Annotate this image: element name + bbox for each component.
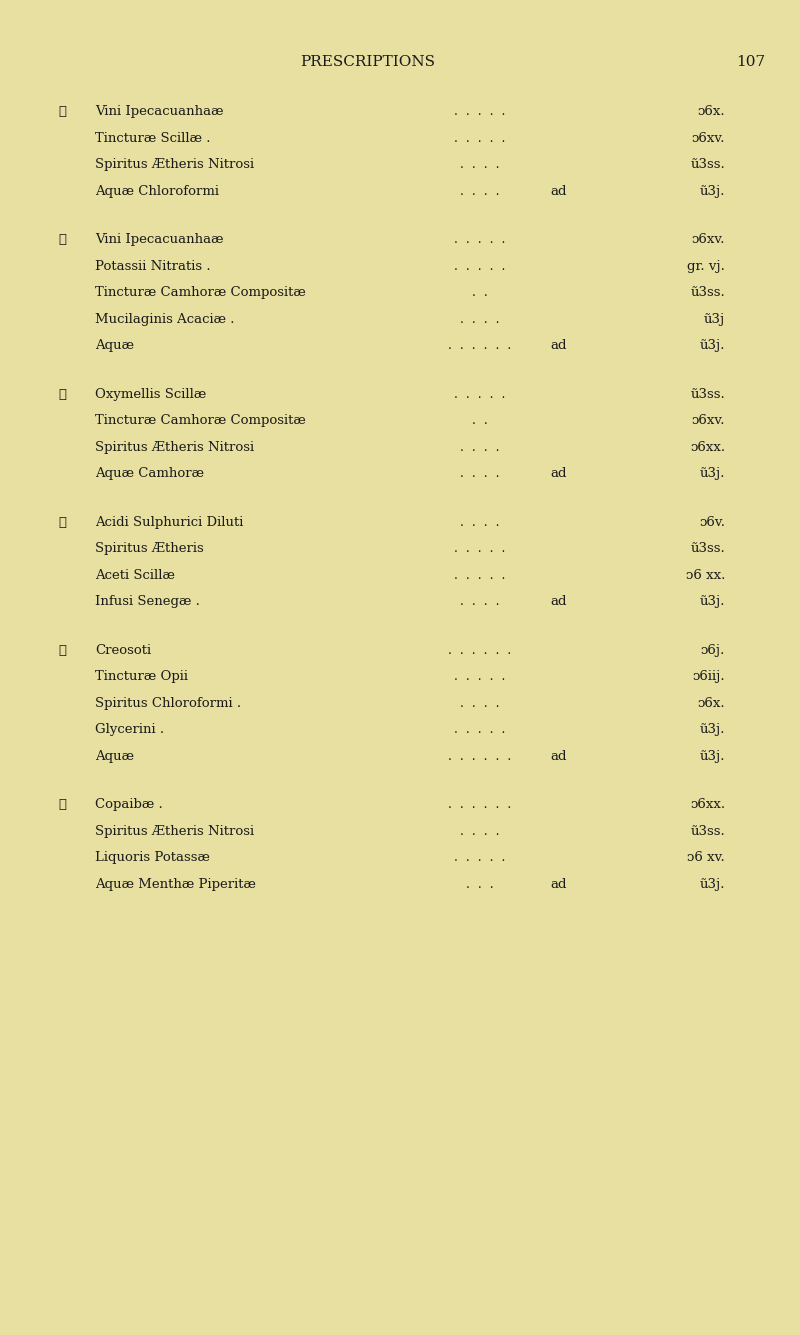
Text: Tincturæ Opii: Tincturæ Opii xyxy=(95,670,188,684)
Text: Tincturæ Scillæ .: Tincturæ Scillæ . xyxy=(95,132,210,144)
Text: ℞: ℞ xyxy=(58,643,66,657)
Text: Aquæ: Aquæ xyxy=(95,749,134,762)
Text: .  .  .  .: . . . . xyxy=(456,312,504,326)
Text: ℞: ℞ xyxy=(58,387,66,400)
Text: ũ3j.: ũ3j. xyxy=(699,595,725,607)
Text: Mucilaginis Acaciæ .: Mucilaginis Acaciæ . xyxy=(95,312,234,326)
Text: Spiritus Ætheris Nitrosi: Spiritus Ætheris Nitrosi xyxy=(95,158,254,171)
Text: .  .  .  .  .: . . . . . xyxy=(450,670,510,684)
Text: .  .  .  .  .: . . . . . xyxy=(450,105,510,117)
Text: Spiritus Ætheris Nitrosi: Spiritus Ætheris Nitrosi xyxy=(95,441,254,454)
Text: Tincturæ Camhoræ Compositæ: Tincturæ Camhoræ Compositæ xyxy=(95,414,306,427)
Text: Spiritus Ætheris: Spiritus Ætheris xyxy=(95,542,204,555)
Text: ℞: ℞ xyxy=(58,798,66,810)
Text: ᴐ6 xv.: ᴐ6 xv. xyxy=(687,850,725,864)
Text: ᴐ6v.: ᴐ6v. xyxy=(699,515,725,529)
Text: .  .: . . xyxy=(468,286,492,299)
Text: Glycerini .: Glycerini . xyxy=(95,724,164,736)
Text: PRESCRIPTIONS: PRESCRIPTIONS xyxy=(301,55,435,69)
Text: Aquæ Chloroformi: Aquæ Chloroformi xyxy=(95,184,219,198)
Text: ℞: ℞ xyxy=(58,515,66,529)
Text: .  .  .  .: . . . . xyxy=(456,595,504,607)
Text: .  .  .  .  .: . . . . . xyxy=(450,569,510,582)
Text: Aquæ: Aquæ xyxy=(95,339,134,352)
Text: ᴐ6x.: ᴐ6x. xyxy=(698,105,725,117)
Text: Aquæ Menthæ Piperitæ: Aquæ Menthæ Piperitæ xyxy=(95,877,256,890)
Text: Vini Ipecacuanhaæ: Vini Ipecacuanhaæ xyxy=(95,234,223,246)
Text: ᴐ6 xx.: ᴐ6 xx. xyxy=(686,569,725,582)
Text: .  .  .  .: . . . . xyxy=(456,184,504,198)
Text: Creosoti: Creosoti xyxy=(95,643,151,657)
Text: .  .  .  .: . . . . xyxy=(456,158,504,171)
Text: gr. vj.: gr. vj. xyxy=(687,259,725,272)
Text: ũ3ss.: ũ3ss. xyxy=(690,825,725,837)
Text: ũ3j: ũ3j xyxy=(704,312,725,326)
Text: .  .  .  .  .: . . . . . xyxy=(450,850,510,864)
Text: ũ3j.: ũ3j. xyxy=(699,749,725,762)
Text: ᴐ6xx.: ᴐ6xx. xyxy=(690,798,725,810)
Text: .  .  .  .  .: . . . . . xyxy=(450,387,510,400)
Text: .  .  .  .: . . . . xyxy=(456,441,504,454)
Text: ũ3ss.: ũ3ss. xyxy=(690,158,725,171)
Text: .  .  .  .: . . . . xyxy=(456,515,504,529)
Text: ũ3ss.: ũ3ss. xyxy=(690,542,725,555)
Text: ũ3j.: ũ3j. xyxy=(699,184,725,198)
Text: Aquæ Camhoræ: Aquæ Camhoræ xyxy=(95,467,204,481)
Text: ad: ad xyxy=(550,467,566,481)
Text: ũ3j.: ũ3j. xyxy=(699,877,725,890)
Text: .  .  .  .  .  .: . . . . . . xyxy=(444,643,516,657)
Text: Infusi Senegæ .: Infusi Senegæ . xyxy=(95,595,200,607)
Text: Liquoris Potassæ: Liquoris Potassæ xyxy=(95,850,210,864)
Text: ᴐ6xv.: ᴐ6xv. xyxy=(691,414,725,427)
Text: ᴐ6iij.: ᴐ6iij. xyxy=(692,670,725,684)
Text: ℞: ℞ xyxy=(58,234,66,246)
Text: Tincturæ Camhoræ Compositæ: Tincturæ Camhoræ Compositæ xyxy=(95,286,306,299)
Text: .  .  .  .: . . . . xyxy=(456,467,504,481)
Text: .  .  .: . . . xyxy=(462,877,498,890)
Text: .  .  .  .  .  .: . . . . . . xyxy=(444,339,516,352)
Text: ᴐ6x.: ᴐ6x. xyxy=(698,697,725,709)
Text: ad: ad xyxy=(550,595,566,607)
Text: Oxymellis Scillæ: Oxymellis Scillæ xyxy=(95,387,206,400)
Text: .  .  .  .  .  .: . . . . . . xyxy=(444,798,516,810)
Text: .  .  .  .: . . . . xyxy=(456,697,504,709)
Text: ᴐ6xv.: ᴐ6xv. xyxy=(691,234,725,246)
Text: ad: ad xyxy=(550,184,566,198)
Text: .  .: . . xyxy=(468,414,492,427)
Text: Spiritus Ætheris Nitrosi: Spiritus Ætheris Nitrosi xyxy=(95,825,254,837)
Text: Acidi Sulphurici Diluti: Acidi Sulphurici Diluti xyxy=(95,515,243,529)
Text: ℞: ℞ xyxy=(58,105,66,117)
Text: Vini Ipecacuanhaæ: Vini Ipecacuanhaæ xyxy=(95,105,223,117)
Text: .  .  .  .: . . . . xyxy=(456,825,504,837)
Text: ᴐ6xv.: ᴐ6xv. xyxy=(691,132,725,144)
Text: ũ3ss.: ũ3ss. xyxy=(690,387,725,400)
Text: ũ3j.: ũ3j. xyxy=(699,724,725,736)
Text: ᴐ6j.: ᴐ6j. xyxy=(701,643,725,657)
Text: ũ3j.: ũ3j. xyxy=(699,339,725,352)
Text: Potassii Nitratis .: Potassii Nitratis . xyxy=(95,259,210,272)
Text: ᴐ6xx.: ᴐ6xx. xyxy=(690,441,725,454)
Text: Copaibæ .: Copaibæ . xyxy=(95,798,162,810)
Text: .  .  .  .  .: . . . . . xyxy=(450,542,510,555)
Text: .  .  .  .  .: . . . . . xyxy=(450,132,510,144)
Text: .  .  .  .  .  .: . . . . . . xyxy=(444,749,516,762)
Text: .  .  .  .  .: . . . . . xyxy=(450,259,510,272)
Text: ad: ad xyxy=(550,749,566,762)
Text: ũ3j.: ũ3j. xyxy=(699,467,725,481)
Text: 107: 107 xyxy=(736,55,765,69)
Text: .  .  .  .  .: . . . . . xyxy=(450,724,510,736)
Text: Aceti Scillæ: Aceti Scillæ xyxy=(95,569,175,582)
Text: .  .  .  .  .: . . . . . xyxy=(450,234,510,246)
Text: ad: ad xyxy=(550,877,566,890)
Text: ũ3ss.: ũ3ss. xyxy=(690,286,725,299)
Text: ad: ad xyxy=(550,339,566,352)
Text: Spiritus Chloroformi .: Spiritus Chloroformi . xyxy=(95,697,241,709)
